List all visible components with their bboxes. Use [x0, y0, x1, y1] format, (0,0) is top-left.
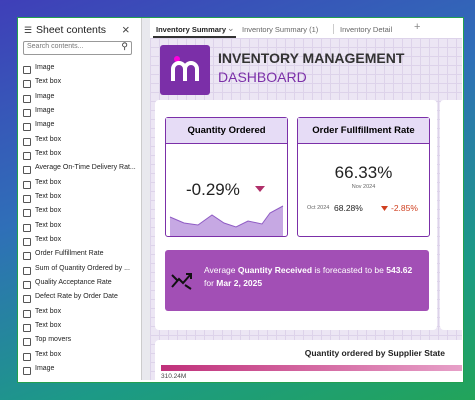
item-icon: [23, 323, 31, 332]
item-icon: [23, 108, 31, 117]
search-box[interactable]: Search contents... ⚲: [23, 41, 132, 55]
tab[interactable]: Inventory Summary (1): [242, 25, 319, 34]
sidebar-item[interactable]: Defect Rate by Order Date: [35, 293, 118, 301]
sidebar-item[interactable]: Image: [35, 106, 55, 114]
side-panel: [440, 100, 462, 330]
axis-label: 310.24M: [161, 373, 187, 380]
search-placeholder: Search contents...: [27, 43, 84, 50]
kpi-value: 66.33%: [334, 163, 393, 182]
sidebar-item[interactable]: Text box: [35, 178, 62, 186]
forecast-text-part: is forecasted to be: [312, 265, 387, 275]
item-icon: [23, 123, 31, 132]
sidebar-item[interactable]: Text box: [35, 321, 62, 329]
item-icon: [23, 295, 31, 304]
item-icon: [23, 66, 31, 74]
panel-title: Quantity ordered by Supplier State: [304, 348, 445, 358]
sidebar-item[interactable]: Text box: [35, 192, 62, 200]
forecast-banner: Average Quantity Received is forecasted …: [165, 250, 429, 311]
kpi-title: Order Fullfillment Rate: [298, 118, 429, 144]
item-icon: [23, 94, 31, 103]
item-icon: [23, 137, 31, 146]
down-arrow: [255, 186, 265, 192]
bottom-panel: Quantity ordered by Supplier State 310.2…: [155, 340, 462, 380]
item-icon: [23, 194, 31, 203]
forecast-text: Average Quantity Received is forecasted …: [204, 264, 414, 290]
sidebar-item[interactable]: Text box: [35, 135, 62, 143]
list-icon: ☰: [24, 25, 33, 35]
tab[interactable]: Inventory Summary: [156, 25, 227, 34]
item-icon: [23, 280, 31, 289]
down-arrow: [381, 206, 388, 211]
sidebar-item[interactable]: Text box: [35, 307, 62, 315]
tab-divider: [333, 24, 334, 34]
active-tab-underline: [153, 36, 236, 38]
sidebar-item[interactable]: Top movers: [35, 336, 72, 344]
item-icon: [23, 352, 31, 361]
sidebar-item[interactable]: Image: [35, 92, 55, 100]
sidebar-title: Sheet contents: [36, 24, 107, 36]
tab[interactable]: Inventory Detail: [340, 25, 393, 34]
item-icon: [23, 180, 31, 189]
sidebar-item[interactable]: Average On-Time Delivery Rat...: [35, 164, 136, 172]
forecast-date: Mar 2, 2025: [216, 278, 263, 288]
logo: [160, 45, 210, 95]
item-icon: [23, 151, 31, 160]
item-icon: [23, 252, 31, 261]
add-tab[interactable]: +: [414, 21, 421, 33]
kpi-card: Quantity Ordered -0.29%: [165, 117, 288, 237]
dashboard-title: INVENTORY MANAGEMENT: [218, 50, 405, 66]
sidebar: ☰ Sheet contents × Search contents... ⚲ …: [18, 18, 142, 380]
sidebar-item[interactable]: Order Fulfillment Rate: [35, 250, 104, 258]
splitter: [142, 18, 150, 380]
kpi-value: -0.29%: [186, 180, 240, 199]
item-icon: [23, 309, 31, 318]
sidebar-item[interactable]: Text box: [35, 350, 62, 358]
sidebar-item[interactable]: Image: [35, 364, 55, 372]
sidebar-item[interactable]: Text box: [35, 78, 62, 86]
tab-menu[interactable]: ⌄: [227, 23, 235, 33]
kpi-card: Order Fullfillment Rate 66.33% Nov 2024 …: [297, 117, 430, 237]
kpi-period: Nov 2024: [351, 184, 376, 190]
item-icon: [23, 223, 31, 232]
compare-period: Oct 2024: [307, 205, 330, 211]
compare-value: 68.28%: [334, 203, 363, 213]
item-icon: [23, 237, 31, 246]
item-icon: [23, 266, 31, 275]
search-icon: ⚲: [121, 41, 128, 51]
close-button[interactable]: ×: [122, 22, 130, 37]
forecast-text-part: Average: [204, 265, 238, 275]
trend-icon: [171, 273, 192, 290]
sidebar-item[interactable]: Image: [35, 64, 55, 71]
logo-glyph: [171, 56, 199, 81]
item-icon: [23, 80, 31, 89]
sidebar-item[interactable]: Image: [35, 121, 55, 129]
item-icon: [23, 209, 31, 218]
sidebar-item[interactable]: Sum of Quantity Ordered by ...: [35, 264, 130, 272]
change-value: -2.85%: [391, 203, 418, 213]
sparkline: [169, 205, 284, 236]
forecast-value: 543.62: [386, 265, 413, 275]
tab-bar: Inventory Summary ⌄ Inventory Summary (1…: [150, 18, 462, 39]
forecast-metric: Quantity Received: [237, 265, 313, 275]
dashboard-subtitle: DASHBOARD: [218, 69, 307, 85]
item-icon: [23, 338, 31, 347]
heat-strip: [161, 365, 462, 371]
sidebar-item[interactable]: Quality Acceptance Rate: [35, 278, 112, 286]
kpi-title: Quantity Ordered: [166, 118, 287, 144]
sidebar-item[interactable]: Text box: [35, 221, 62, 229]
sidebar-item[interactable]: Text box: [35, 207, 62, 215]
forecast-text-part: for: [204, 278, 217, 288]
item-icon: [23, 366, 31, 375]
sidebar-item[interactable]: Text box: [35, 235, 62, 243]
item-icon: [23, 166, 31, 175]
sidebar-item[interactable]: Text box: [35, 149, 62, 157]
